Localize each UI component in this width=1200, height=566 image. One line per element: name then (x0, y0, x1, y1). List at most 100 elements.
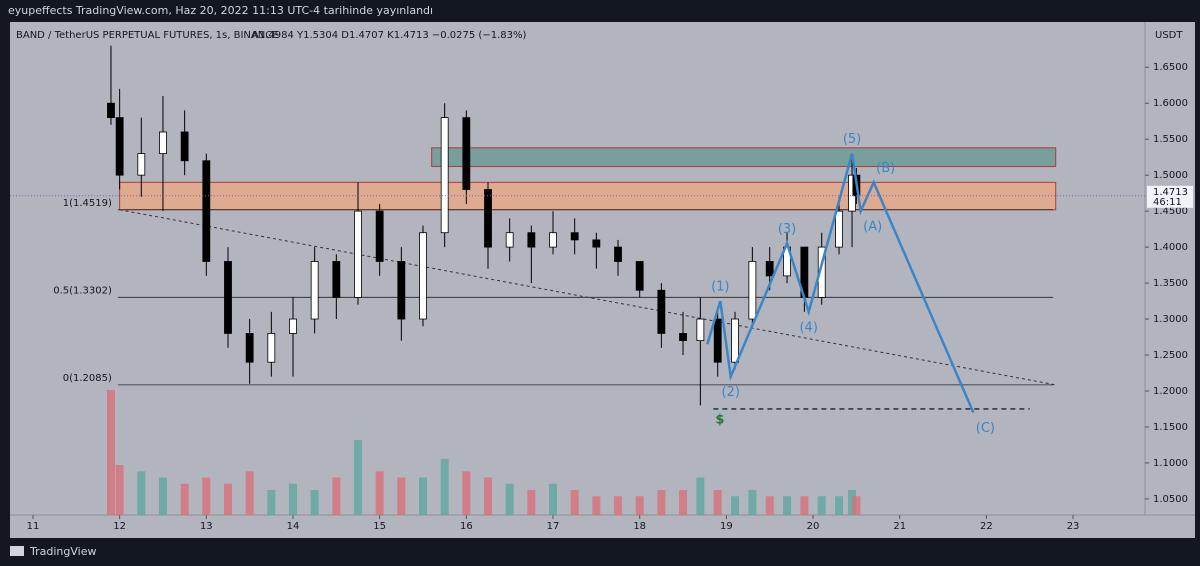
y-tick-label: 1.4500 (1153, 206, 1188, 217)
x-tick-label: 15 (373, 521, 386, 532)
candle-body (332, 261, 341, 298)
volume-bar (505, 483, 514, 515)
candle-body (549, 232, 557, 248)
candle-body (484, 189, 492, 248)
volume-bar (419, 477, 428, 515)
volume-bar (440, 458, 449, 515)
volume-bar (115, 465, 124, 515)
candle-body (527, 232, 536, 248)
volume-bar (835, 496, 844, 515)
candle-body (354, 210, 362, 298)
volume-bar (332, 477, 341, 515)
y-tick-label: 1.3500 (1153, 278, 1188, 289)
last-price: 1.4713 (1153, 187, 1188, 198)
candle-body (765, 261, 774, 277)
candle-body (224, 261, 232, 334)
candle-body (696, 318, 705, 342)
x-tick-label: 12 (113, 521, 126, 532)
volume-bar (679, 490, 688, 515)
volume-bar (310, 490, 319, 515)
candle-body (657, 289, 666, 334)
volume-bar (397, 477, 406, 515)
y-tick-label: 1.5500 (1153, 134, 1188, 145)
candle-body (679, 333, 687, 342)
logo (10, 546, 24, 556)
volume-bar (657, 490, 666, 515)
x-tick-label: 17 (547, 521, 560, 532)
y-tick-label: 1.2500 (1153, 350, 1188, 361)
volume-bar (484, 477, 493, 515)
wave-path (706, 153, 975, 414)
candle-body (817, 246, 826, 298)
candle-body (137, 153, 146, 176)
zone (119, 181, 1057, 211)
candle-body (267, 333, 276, 363)
volume-bar (635, 496, 644, 515)
y-tick-label: 1.6000 (1153, 98, 1188, 109)
last-price-tag (1147, 185, 1193, 208)
candle-body (713, 318, 722, 363)
fib-label: 0.5(1.3302) (53, 285, 112, 296)
candle-body (245, 333, 254, 363)
candle-body (289, 318, 297, 334)
candle-body (440, 117, 449, 234)
volume-bar (106, 390, 115, 515)
trend-line (119, 209, 1056, 386)
volume-bar (731, 496, 740, 515)
volume-bar (765, 496, 774, 515)
wave-label: (A) (863, 220, 882, 235)
volume-bar (748, 490, 757, 515)
wave-label: (B) (876, 161, 895, 176)
candle-body (397, 261, 406, 320)
y-unit: USDT (1155, 30, 1183, 41)
wave-label: (5) (843, 132, 861, 147)
candle-body (115, 117, 124, 176)
volume-bar (137, 471, 146, 515)
candle-body (835, 210, 843, 248)
wave-label: (C) (976, 421, 995, 436)
candle-body (635, 261, 644, 291)
x-tick-label: 16 (460, 521, 473, 532)
x-tick-label: 13 (200, 521, 213, 532)
volume-bar (696, 477, 705, 515)
volume-bar (852, 496, 861, 515)
candle-body (310, 261, 319, 320)
volume-bar (245, 471, 254, 515)
chart-title: BAND / TetherUS PERPETUAL FUTURES, 1s, B… (16, 30, 279, 41)
volume-bar (202, 477, 211, 515)
volume-bar (527, 490, 536, 515)
x-tick-label: 20 (807, 521, 820, 532)
candle-body (202, 160, 211, 262)
y-tick-label: 1.2000 (1153, 386, 1188, 397)
volume-bar (570, 490, 579, 515)
fib-label: 1(1.4519) (63, 198, 112, 209)
candle-body (107, 102, 115, 119)
volume-bar (158, 477, 167, 515)
candle-body (505, 232, 514, 248)
volume-bar (800, 496, 809, 515)
candle-body (375, 210, 384, 262)
zone (431, 147, 1057, 168)
x-tick-label: 22 (980, 521, 993, 532)
candle-body (462, 117, 471, 190)
fib-label: 0(1.2085) (63, 373, 112, 384)
candle-body (731, 318, 739, 363)
volume-bar (180, 483, 189, 515)
x-tick-label: 21 (893, 521, 906, 532)
volume-bar (549, 483, 558, 515)
y-tick-label: 1.6500 (1153, 62, 1188, 73)
volume-bar (848, 490, 857, 515)
y-tick-label: 1.4000 (1153, 242, 1188, 253)
plot-bg (10, 22, 1195, 538)
volume-bar (783, 496, 792, 515)
volume-bar (375, 471, 384, 515)
y-tick-label: 1.3000 (1153, 314, 1188, 325)
x-tick-label: 18 (633, 521, 646, 532)
header: eyupeffects TradingView.com, Haz 20, 202… (8, 4, 433, 17)
x-tick-label: 23 (1067, 521, 1080, 532)
y-tick-label: 1.1000 (1153, 458, 1188, 469)
y-tick-label: 1.5000 (1153, 170, 1188, 181)
countdown: 46:11 (1153, 197, 1182, 208)
